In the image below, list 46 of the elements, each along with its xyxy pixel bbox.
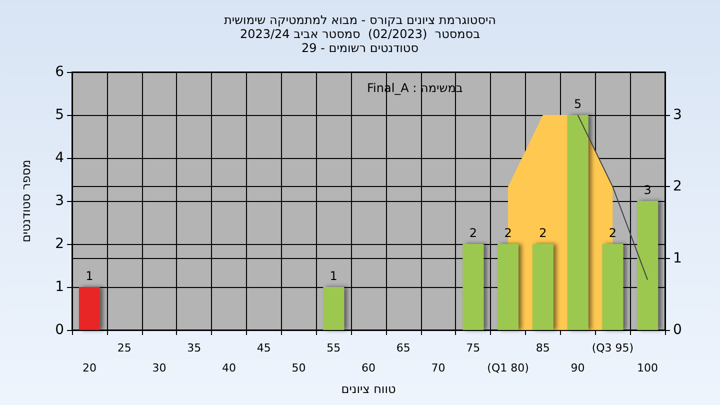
y-tick-label: 3 — [55, 193, 64, 209]
y-tick-label: 2 — [55, 236, 64, 252]
y-axis-title: מספר סטודנטים — [19, 160, 33, 242]
y2-tick-label: 3 — [673, 107, 682, 123]
x-tick-label: 50 — [292, 362, 306, 374]
data-label: 5 — [574, 97, 582, 111]
x-tick-label: 20 — [82, 362, 96, 374]
bar — [602, 244, 624, 330]
x-tick-label: 30 — [152, 362, 166, 374]
x-axis-title: טווח ציונים — [341, 382, 396, 396]
y2-tick-label: 1 — [673, 250, 682, 266]
bar — [498, 244, 518, 330]
data-label: 1 — [86, 269, 94, 283]
y-tick-label: 6 — [55, 64, 64, 80]
x-tick-label: 70 — [431, 362, 446, 374]
y-tick-label: 1 — [55, 279, 64, 295]
bar — [567, 115, 588, 330]
y2-tick-label: 0 — [673, 322, 682, 338]
bar — [78, 287, 100, 330]
x-tick-label: 35 — [187, 342, 202, 354]
data-label: 2 — [504, 226, 512, 240]
data-label: 1 — [330, 269, 338, 283]
x-tick-label: 55 — [326, 342, 341, 354]
x-tick-label: 60 — [362, 362, 376, 374]
x-tick-label: 100 — [637, 362, 658, 374]
x-tick-label: 75 — [466, 342, 480, 354]
x-tick-label: 25 — [117, 342, 132, 354]
bar — [532, 244, 554, 330]
x-tick-label: 45 — [256, 342, 271, 354]
data-label: 2 — [608, 226, 616, 240]
chart-title: היסטוגרמת ציונים בקורס - מבוא למתמטיקה שימושית בסמסטר (02/2023) סמסטר אביב 2023/24 סטודנטים רשומים - 29 — [224, 13, 496, 55]
x-tick-label: (Q3 95) — [592, 342, 634, 354]
x-tick-label: (Q1 80) — [487, 362, 529, 374]
y-tick-label: 5 — [55, 107, 64, 123]
x-tick-label: 90 — [570, 362, 585, 374]
y-tick-label: 0 — [55, 322, 64, 338]
data-label: 2 — [469, 226, 477, 240]
x-tick-label: 40 — [222, 362, 236, 374]
x-tick-label: 85 — [536, 342, 550, 354]
bar — [323, 287, 344, 330]
bar — [462, 244, 484, 330]
y2-tick-label: 2 — [673, 178, 682, 195]
x-tick-label: 65 — [396, 342, 410, 354]
bar — [637, 201, 658, 330]
y-tick-label: 4 — [55, 150, 64, 166]
data-label: 2 — [539, 226, 547, 240]
